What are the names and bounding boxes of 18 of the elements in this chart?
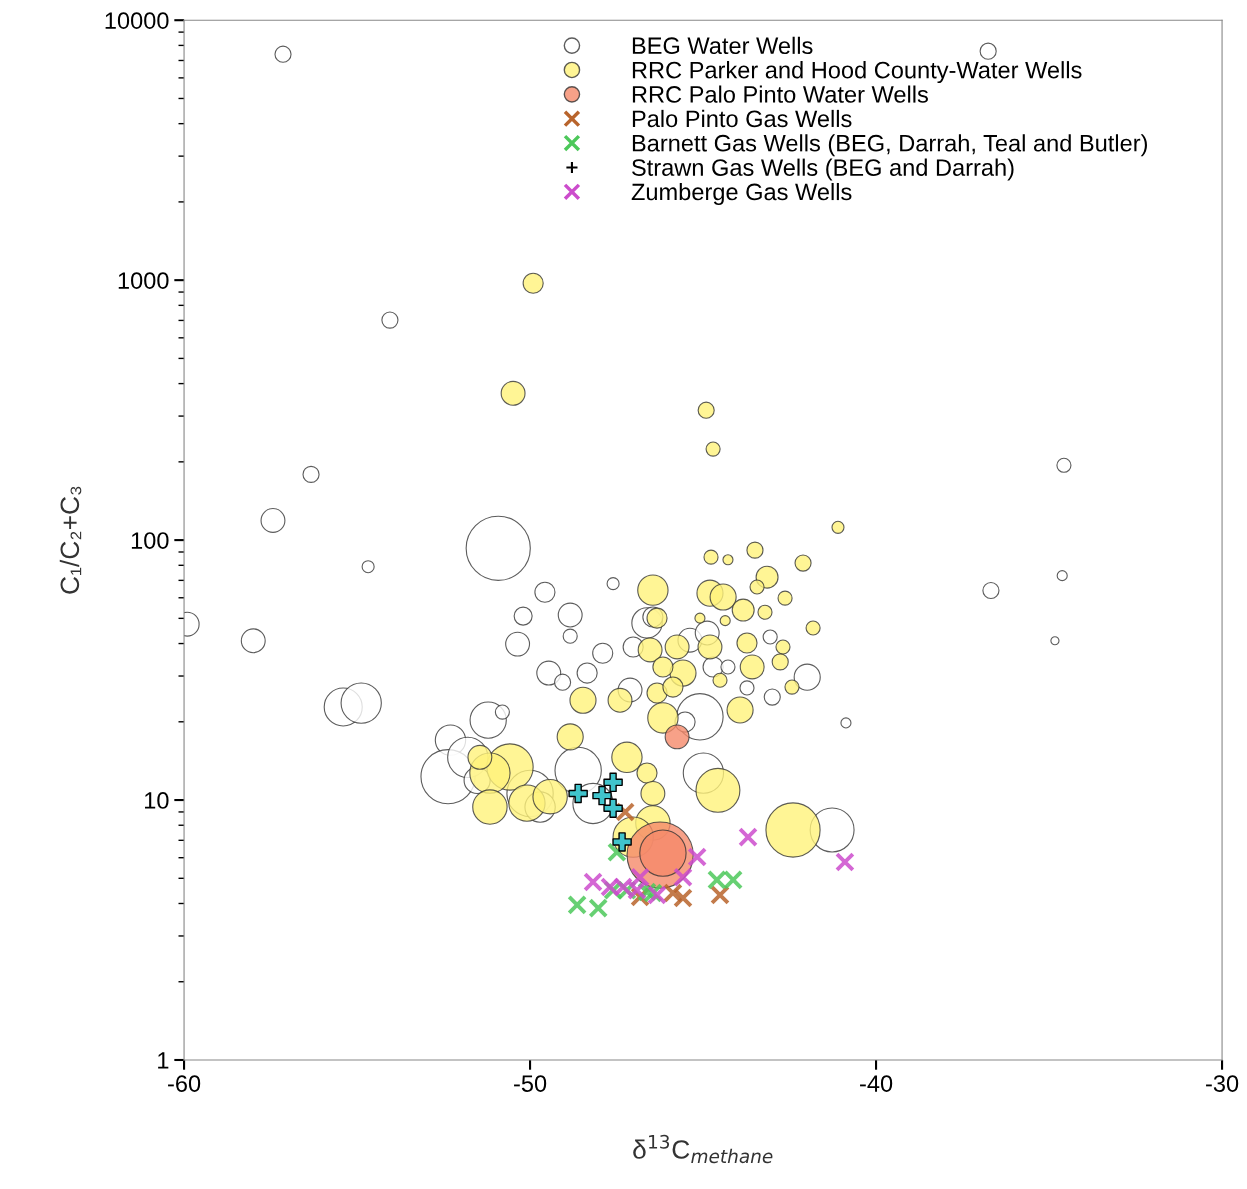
y-tick-label: 10000 — [105, 12, 169, 29]
y-tick-label: 10 — [145, 792, 169, 809]
legend-label: Strawn Gas Wells (BEG and Darrah) — [632, 158, 1014, 181]
x-tick-label: -60 — [168, 1075, 201, 1092]
legend-label: RRC Parker and Hood County-Water Wells — [632, 61, 1082, 84]
x-tick-label: -50 — [514, 1075, 547, 1092]
x-axis-title: δ$^{13}$C$_{methane}$ — [633, 1134, 773, 1164]
legend-label: Zumberge Gas Wells — [631, 182, 852, 205]
y-tick-label: 1000 — [118, 272, 169, 289]
y-tick-label: 1 — [158, 1052, 169, 1069]
legend-label: Barnett Gas Wells (BEG, Darrah, Teal and Butler) — [632, 134, 1147, 157]
y-axis-title: C₁/C₂+C₃ — [59, 486, 82, 594]
legend-label: BEG Water Wells — [632, 36, 813, 55]
x-tick-label: -30 — [1206, 1075, 1239, 1092]
legend-label: RRC Palo Pinto Water Wells — [632, 85, 928, 103]
x-tick-label: -40 — [860, 1075, 893, 1092]
legend-label: Palo Pinto Gas Wells — [632, 109, 852, 128]
y-tick-label: 100 — [131, 532, 169, 549]
